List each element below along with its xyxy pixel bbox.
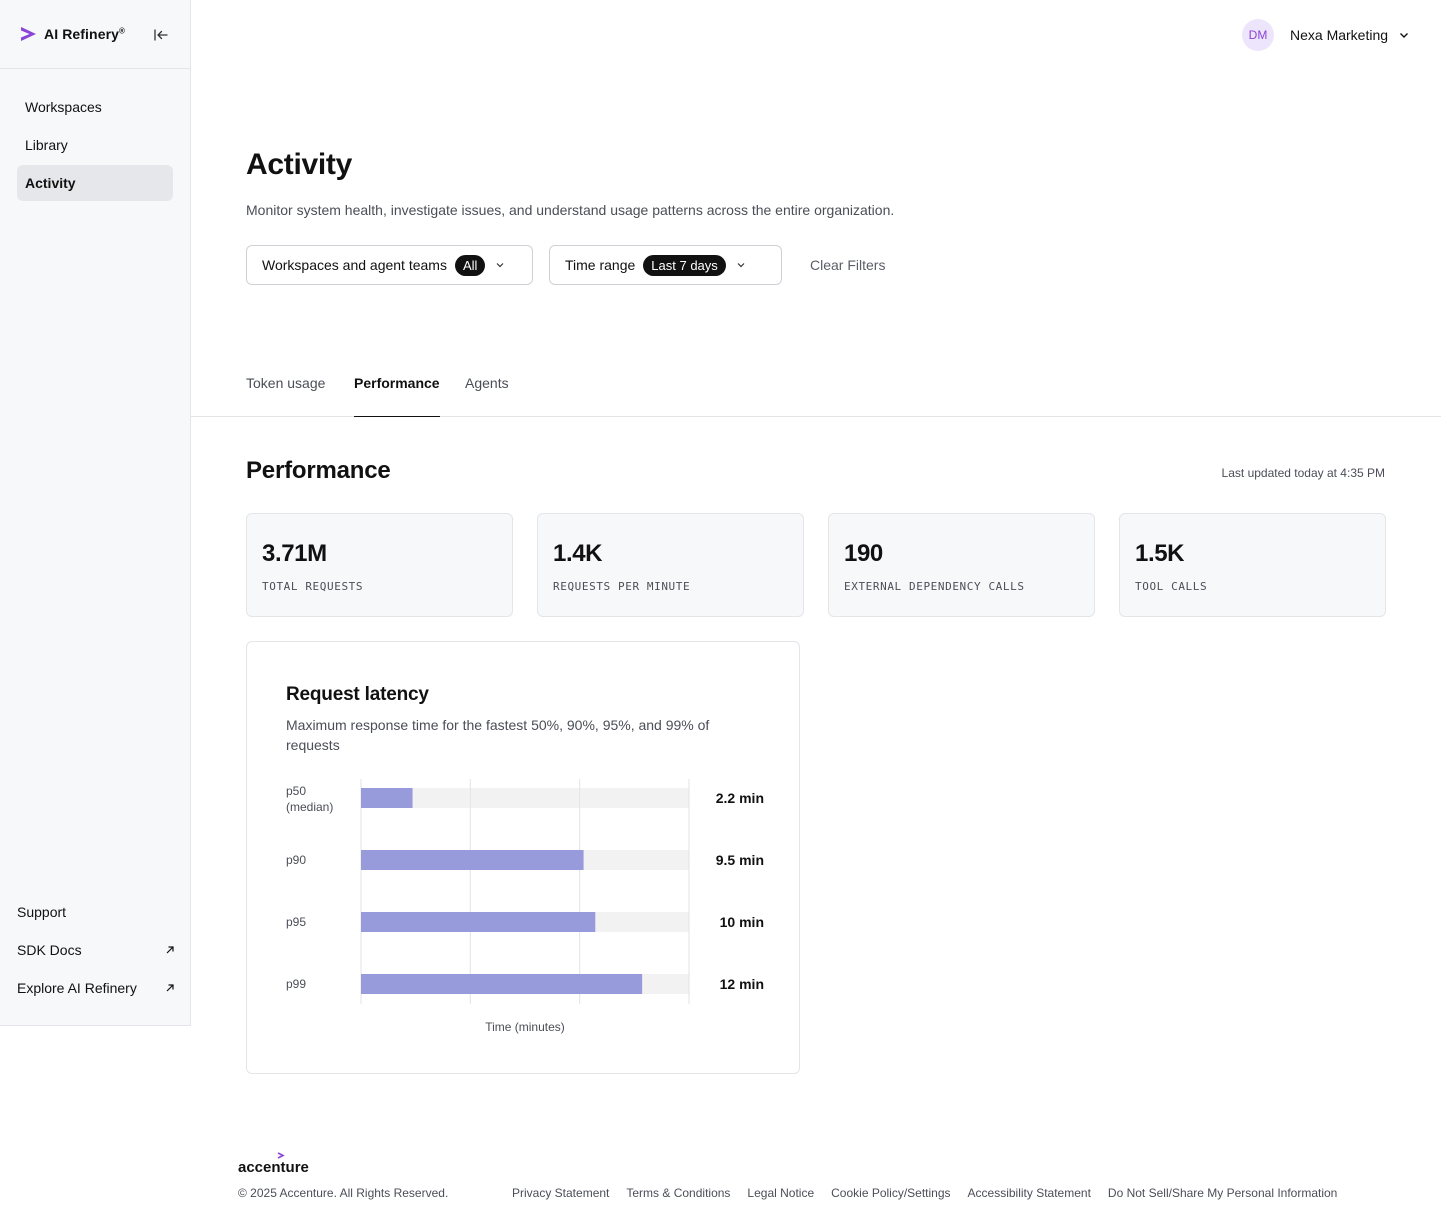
bar-0 xyxy=(361,788,413,808)
brand[interactable]: AI Refinery® xyxy=(0,0,190,69)
chevron-down-icon xyxy=(1400,33,1409,38)
chevron-down-icon xyxy=(737,263,745,268)
stat-label: REQUESTS PER MINUTE xyxy=(553,580,691,593)
sidebar: AI Refinery® Workspaces Library Activity… xyxy=(0,0,191,1026)
category-label: p99 xyxy=(286,977,306,991)
time-range-filter-label: Time range xyxy=(565,257,636,273)
sidebar-item-workspaces[interactable]: Workspaces xyxy=(25,99,102,115)
stat-value: 3.71M xyxy=(262,540,327,567)
support-label: Support xyxy=(17,904,67,920)
sidebar-item-activity[interactable]: Activity xyxy=(17,165,173,201)
external-link-icon xyxy=(166,946,174,954)
ai-refinery-logo-icon xyxy=(21,27,36,41)
sdk-docs-link[interactable]: SDK Docs xyxy=(17,931,175,969)
time-range-filter[interactable]: Time range Last 7 days xyxy=(549,245,782,285)
category-label: p95 xyxy=(286,915,306,929)
terms-conditions-link[interactable]: Terms & Conditions xyxy=(626,1186,731,1200)
stat-value: 190 xyxy=(844,540,883,567)
stat-value: 1.4K xyxy=(553,540,603,567)
cookie-policy-link[interactable]: Cookie Policy/Settings xyxy=(831,1186,951,1200)
workspaces-filter-value: All xyxy=(454,254,486,276)
workspaces-filter[interactable]: Workspaces and agent teams All xyxy=(246,245,533,285)
accenture-logo: accenture xyxy=(238,1152,309,1176)
stat-label: TOTAL REQUESTS xyxy=(262,580,364,593)
footer-links: Privacy Statement Terms & Conditions Leg… xyxy=(512,1186,1354,1200)
sdk-docs-label: SDK Docs xyxy=(17,942,82,958)
legal-notice-link[interactable]: Legal Notice xyxy=(747,1186,815,1200)
stat-card-total-requests: 3.71M TOTAL REQUESTS xyxy=(246,513,513,617)
clear-filters-button[interactable]: Clear Filters xyxy=(810,257,886,273)
tab-bar: Token usage Performance Agents xyxy=(191,360,1441,417)
value-label: 9.5 min xyxy=(716,852,764,868)
bar-2 xyxy=(361,912,596,932)
category-label: p50 (median) xyxy=(286,784,333,814)
value-label: 2.2 min xyxy=(716,790,764,806)
stat-label: TOOL CALLS xyxy=(1135,580,1208,593)
bar-3 xyxy=(361,974,643,994)
sidebar-item-library[interactable]: Library xyxy=(25,137,68,153)
card-description: Maximum response time for the fastest 50… xyxy=(286,717,710,753)
external-link-icon xyxy=(166,984,174,992)
account-name: Nexa Marketing xyxy=(1290,27,1389,43)
section-title: Performance xyxy=(246,457,391,484)
page-description: Monitor system health, investigate issue… xyxy=(246,202,895,218)
tab-agents[interactable]: Agents xyxy=(465,375,509,391)
brand-name: AI Refinery® xyxy=(44,26,126,42)
privacy-statement-link[interactable]: Privacy Statement xyxy=(512,1186,610,1200)
time-range-filter-value: Last 7 days xyxy=(643,254,726,276)
sidebar-bottom-links: Support SDK Docs Explore AI Refinery xyxy=(17,893,175,1007)
bar-1 xyxy=(361,850,584,870)
last-updated-text: Last updated today at 4:35 PM xyxy=(1221,466,1385,480)
chevron-down-icon xyxy=(496,263,504,268)
stat-card-tool-calls: 1.5K TOOL CALLS xyxy=(1119,513,1386,617)
account-menu[interactable]: DM Nexa Marketing xyxy=(1242,19,1410,51)
explore-ai-refinery-link[interactable]: Explore AI Refinery xyxy=(17,969,175,1007)
stat-value: 1.5K xyxy=(1135,540,1185,567)
do-not-sell-link[interactable]: Do Not Sell/Share My Personal Informatio… xyxy=(1107,1186,1338,1200)
page-title: Activity xyxy=(246,148,352,181)
value-label: 10 min xyxy=(720,914,764,930)
tab-performance[interactable]: Performance xyxy=(354,375,440,417)
copyright: © 2025 Accenture. All Rights Reserved. xyxy=(238,1186,449,1200)
bar-track xyxy=(361,788,689,808)
sidebar-nav: Workspaces Library Activity xyxy=(0,69,190,201)
x-axis-label: Time (minutes) xyxy=(485,1020,565,1034)
accessibility-statement-link[interactable]: Accessibility Statement xyxy=(967,1186,1091,1200)
request-latency-chart: p50 (median) 2.2 min p90 9.5 min p95 10 min p99… xyxy=(286,779,764,1034)
value-label: 12 min xyxy=(720,976,764,992)
filters: Workspaces and agent teams All Time rang… xyxy=(246,245,885,285)
svg-text:accenture: accenture xyxy=(238,1159,309,1176)
request-latency-card: p50 (median) 2.2 min p90 9.5 min p95 10 min p99… xyxy=(246,641,800,1074)
stat-label: EXTERNAL DEPENDENCY CALLS xyxy=(844,580,1025,593)
category-label: p90 xyxy=(286,853,306,867)
stat-card-external-dependency-calls: 190 EXTERNAL DEPENDENCY CALLS xyxy=(828,513,1095,617)
collapse-sidebar-icon[interactable] xyxy=(152,26,170,44)
tab-token-usage[interactable]: Token usage xyxy=(246,375,326,391)
explore-label: Explore AI Refinery xyxy=(17,980,137,996)
stat-card-requests-per-minute: 1.4K REQUESTS PER MINUTE xyxy=(537,513,804,617)
support-link[interactable]: Support xyxy=(17,893,175,931)
card-title: Request latency xyxy=(286,684,429,705)
avatar: DM xyxy=(1242,19,1274,51)
workspaces-filter-label: Workspaces and agent teams xyxy=(262,257,447,273)
